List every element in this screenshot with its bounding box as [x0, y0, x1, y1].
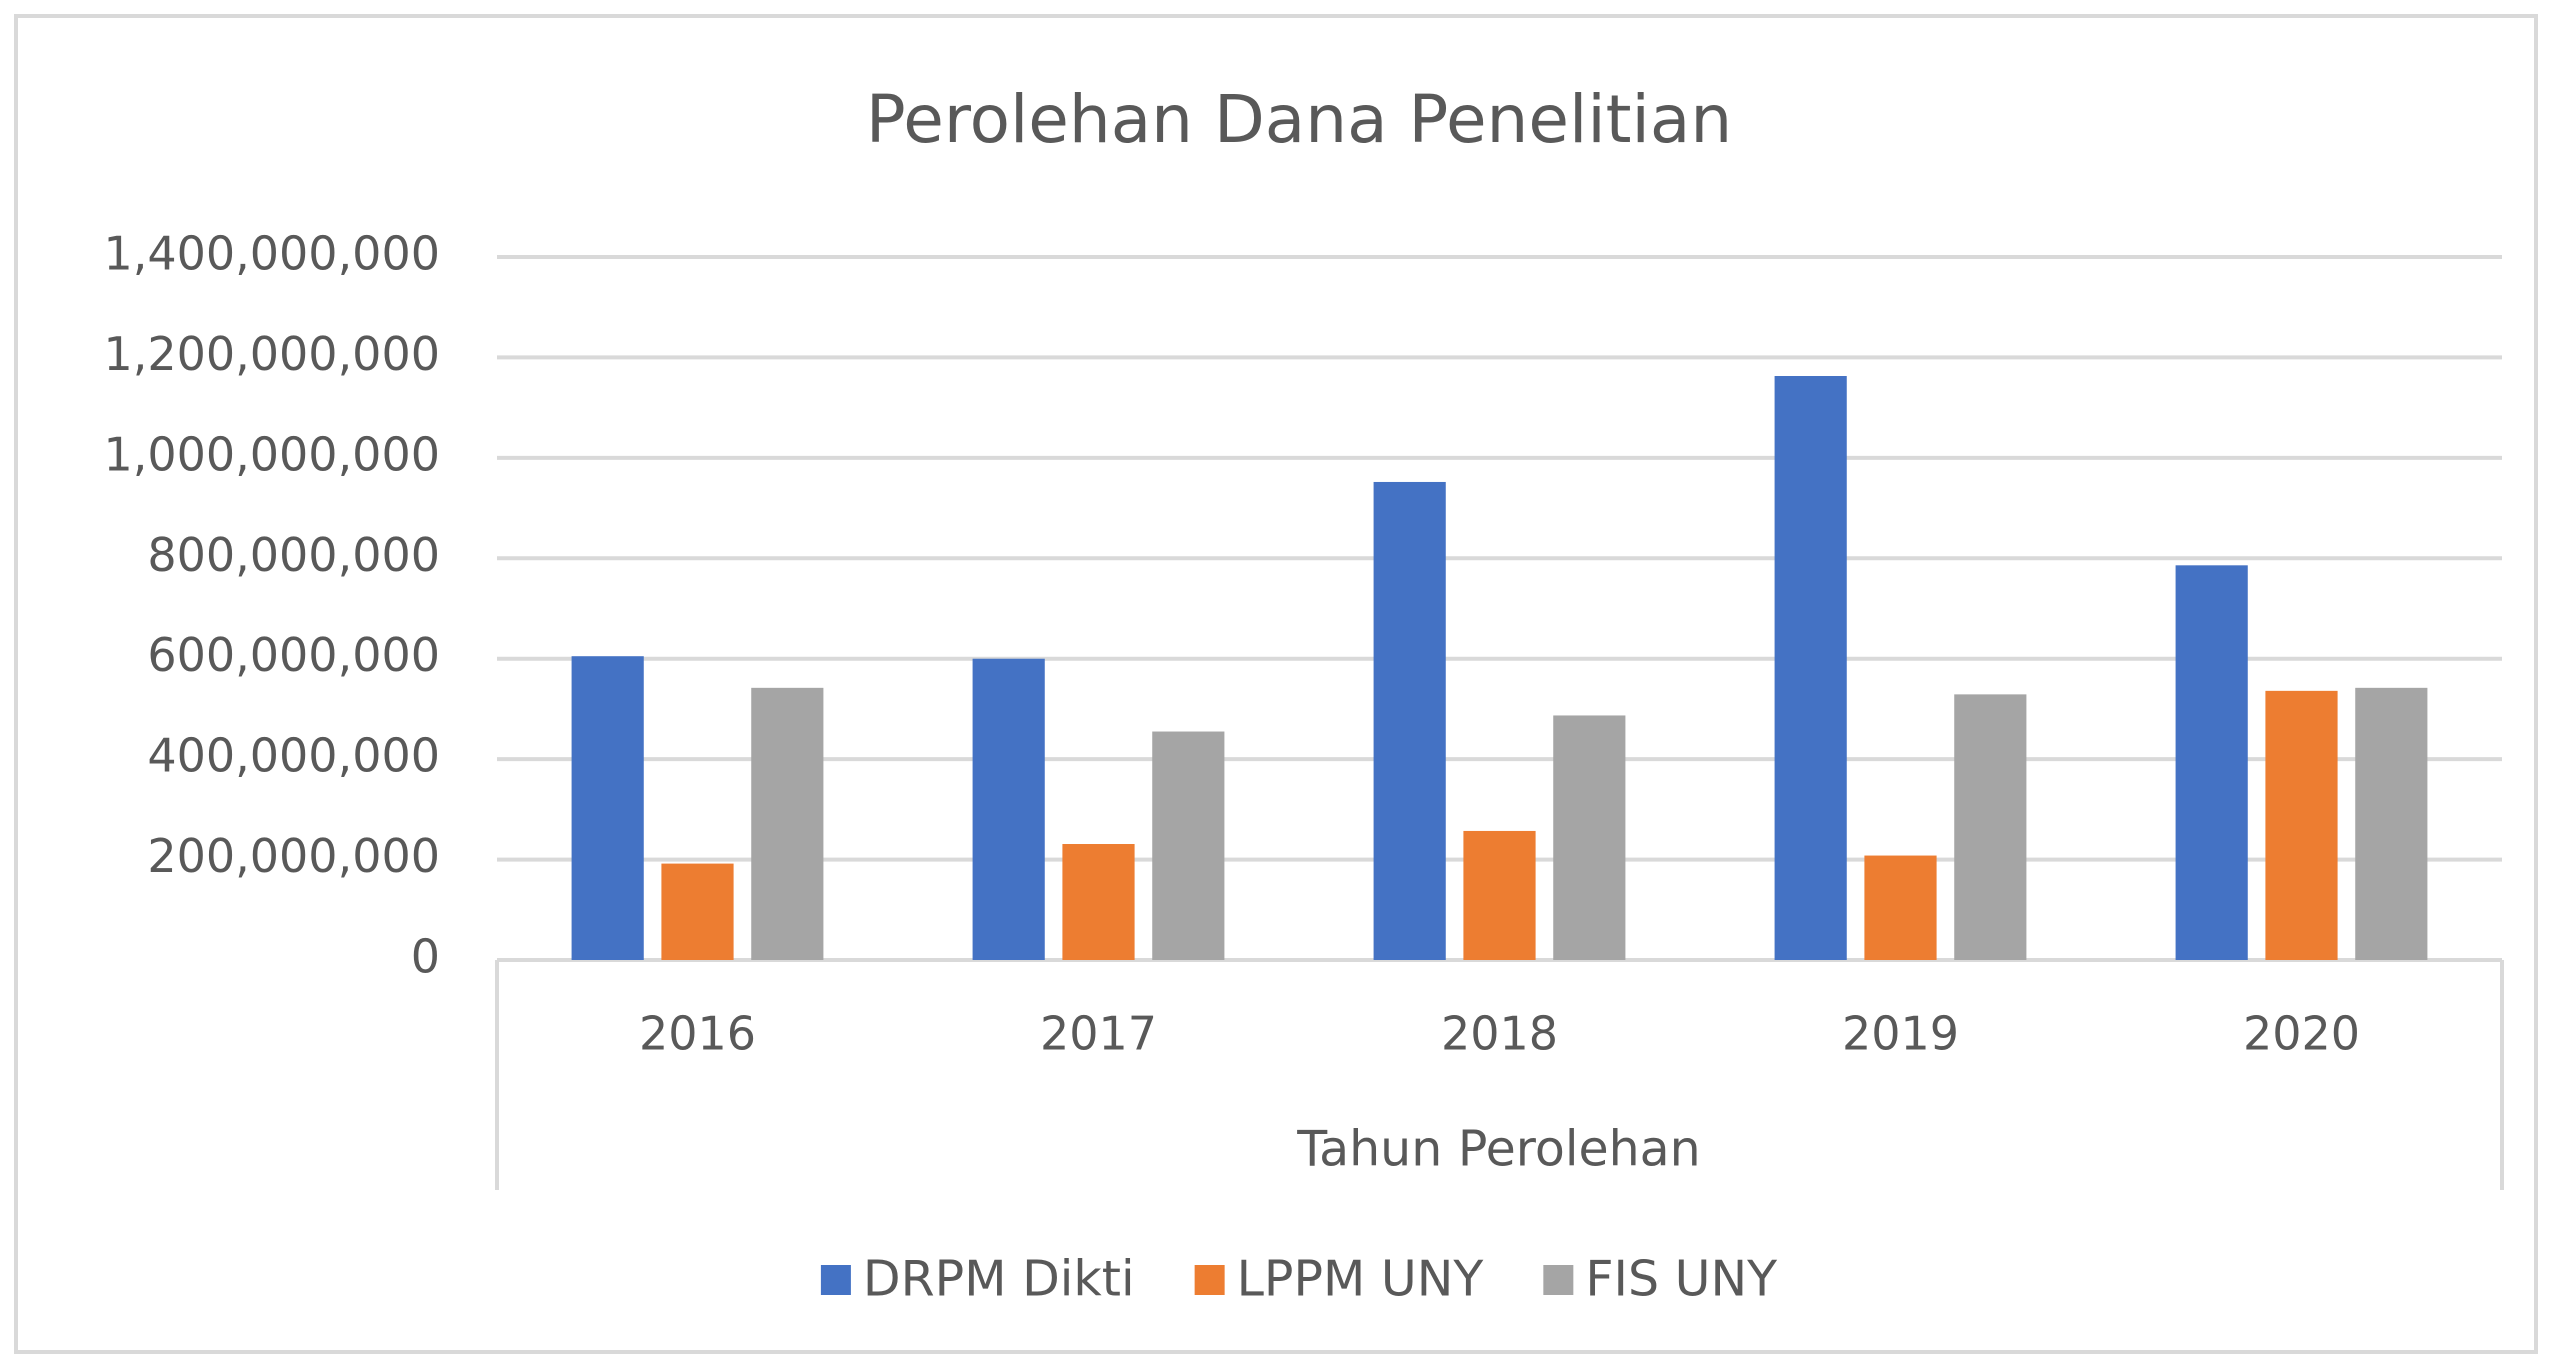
- y-tick-label: 1,400,000,000: [103, 227, 440, 281]
- bar: [1463, 830, 1536, 960]
- x-tick-label: 2019: [1842, 1007, 1959, 1061]
- bar: [1774, 376, 1847, 961]
- y-tick-label: 200,000,000: [147, 829, 440, 883]
- x-tick-label: 2016: [639, 1007, 756, 1061]
- legend-label: LPPM UNY: [1237, 1251, 1485, 1308]
- x-axis-label: Tahun Perolehan: [1296, 1121, 1700, 1178]
- y-tick-label: 400,000,000: [147, 729, 440, 783]
- bar: [1954, 694, 2027, 960]
- bar: [1373, 481, 1446, 960]
- bar: [661, 863, 734, 960]
- y-tick-label: 1,000,000,000: [103, 427, 440, 481]
- y-tick-label: 600,000,000: [147, 628, 440, 682]
- bar: [972, 658, 1045, 960]
- bar: [2265, 690, 2338, 960]
- bar: [2175, 565, 2248, 960]
- chart-title: Perolehan Dana Penelitian: [866, 81, 1732, 158]
- chart-border: [14, 14, 2538, 1354]
- legend-label: DRPM Dikti: [863, 1251, 1135, 1308]
- bar: [571, 656, 644, 960]
- y-tick-label: 800,000,000: [147, 528, 440, 582]
- x-tick-label: 2017: [1040, 1007, 1157, 1061]
- bar: [1152, 731, 1225, 960]
- legend-swatch: [1194, 1265, 1225, 1295]
- bar: [1864, 855, 1937, 960]
- x-tick-label: 2020: [2243, 1007, 2360, 1061]
- bar: [751, 687, 824, 960]
- y-tick-label: 1,200,000,000: [103, 327, 440, 381]
- legend-swatch: [1543, 1265, 1574, 1295]
- legend-swatch: [820, 1265, 851, 1295]
- y-tick-label: 0: [411, 930, 440, 984]
- x-tick-label: 2018: [1441, 1007, 1558, 1061]
- bar: [2355, 687, 2428, 960]
- legend-label: FIS UNY: [1585, 1251, 1778, 1308]
- bar: [1553, 715, 1626, 960]
- bar: [1062, 844, 1135, 960]
